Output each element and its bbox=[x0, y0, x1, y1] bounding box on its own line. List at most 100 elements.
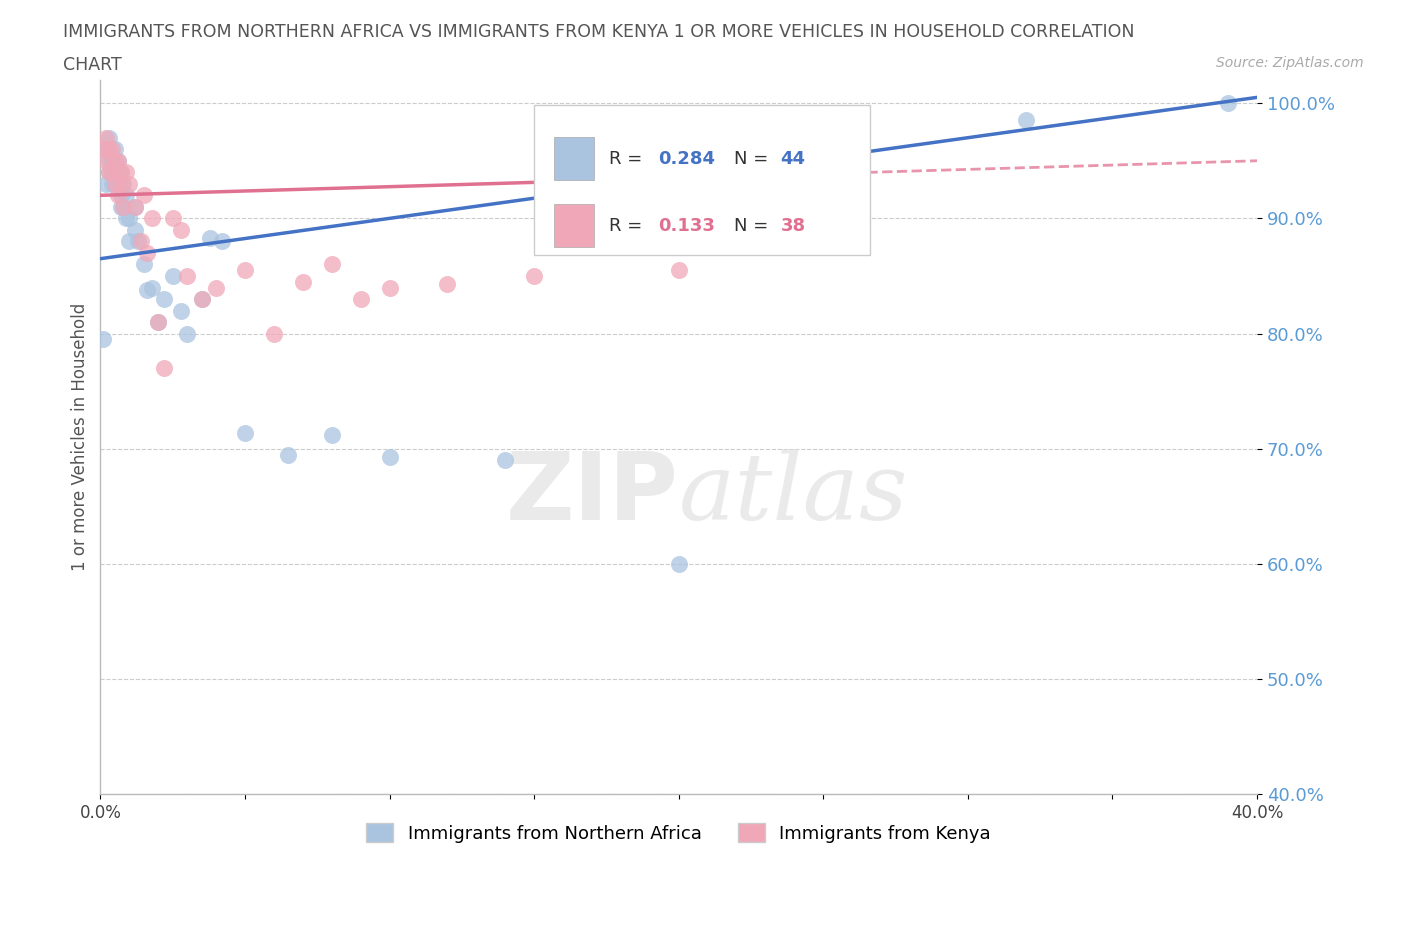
Point bbox=[148, 314, 170, 329]
Point bbox=[112, 199, 135, 214]
Point bbox=[107, 188, 129, 203]
Point bbox=[378, 449, 401, 464]
Point bbox=[115, 188, 138, 203]
Point bbox=[98, 165, 121, 179]
Point bbox=[107, 165, 129, 179]
Point bbox=[291, 274, 314, 289]
Text: R =: R = bbox=[609, 150, 648, 167]
Text: N =: N = bbox=[734, 150, 775, 167]
Point bbox=[263, 326, 285, 341]
Text: 0.133: 0.133 bbox=[658, 217, 714, 235]
Point bbox=[101, 153, 124, 168]
Point bbox=[94, 153, 117, 168]
Point bbox=[162, 269, 184, 284]
Y-axis label: 1 or more Vehicles in Household: 1 or more Vehicles in Household bbox=[72, 303, 89, 571]
Point bbox=[124, 199, 146, 214]
Point bbox=[112, 199, 135, 214]
Text: atlas: atlas bbox=[679, 449, 908, 539]
Point bbox=[1015, 113, 1038, 127]
Point bbox=[98, 165, 121, 179]
Point bbox=[118, 234, 141, 249]
Point bbox=[107, 153, 129, 168]
Point bbox=[233, 425, 256, 440]
Point bbox=[110, 165, 132, 179]
Text: IMMIGRANTS FROM NORTHERN AFRICA VS IMMIGRANTS FROM KENYA 1 OR MORE VEHICLES IN H: IMMIGRANTS FROM NORTHERN AFRICA VS IMMIG… bbox=[63, 23, 1135, 41]
Text: ZIP: ZIP bbox=[506, 448, 679, 540]
Text: 0.284: 0.284 bbox=[658, 150, 714, 167]
Point bbox=[98, 130, 121, 145]
Point bbox=[98, 153, 121, 168]
Point bbox=[200, 231, 222, 246]
Point bbox=[110, 165, 132, 179]
Point bbox=[135, 283, 157, 298]
Point bbox=[104, 141, 127, 156]
Point bbox=[153, 292, 176, 307]
Point bbox=[436, 276, 458, 291]
Point bbox=[153, 361, 176, 376]
Point bbox=[321, 428, 343, 443]
Point bbox=[91, 141, 114, 156]
Point bbox=[112, 177, 135, 192]
Text: 38: 38 bbox=[780, 217, 806, 235]
Point bbox=[104, 165, 127, 179]
Point bbox=[94, 177, 117, 192]
Text: 44: 44 bbox=[780, 150, 806, 167]
Point bbox=[129, 234, 152, 249]
Point bbox=[115, 165, 138, 179]
Point bbox=[124, 199, 146, 214]
Point bbox=[124, 222, 146, 237]
Point bbox=[127, 234, 149, 249]
Text: Source: ZipAtlas.com: Source: ZipAtlas.com bbox=[1216, 56, 1364, 70]
Point bbox=[170, 303, 193, 318]
FancyBboxPatch shape bbox=[554, 205, 595, 247]
Point bbox=[668, 556, 690, 571]
Point bbox=[132, 257, 155, 272]
Point bbox=[321, 257, 343, 272]
Point bbox=[104, 177, 127, 192]
Point bbox=[98, 141, 121, 156]
Point bbox=[91, 332, 114, 347]
Point bbox=[101, 165, 124, 179]
Point bbox=[148, 314, 170, 329]
Point bbox=[176, 269, 198, 284]
Point bbox=[170, 222, 193, 237]
Point bbox=[277, 447, 299, 462]
Text: N =: N = bbox=[734, 217, 775, 235]
Point bbox=[110, 199, 132, 214]
Point bbox=[104, 153, 127, 168]
Point bbox=[233, 263, 256, 278]
Text: CHART: CHART bbox=[63, 56, 122, 73]
Point bbox=[115, 211, 138, 226]
FancyBboxPatch shape bbox=[534, 105, 869, 255]
Point bbox=[135, 246, 157, 260]
Point bbox=[118, 177, 141, 192]
Point bbox=[813, 177, 835, 192]
Point bbox=[378, 280, 401, 295]
Point bbox=[107, 153, 129, 168]
Point bbox=[523, 269, 546, 284]
Point bbox=[1216, 96, 1239, 111]
Point bbox=[494, 453, 516, 468]
Point bbox=[94, 141, 117, 156]
Point bbox=[162, 211, 184, 226]
Point bbox=[101, 177, 124, 192]
Point bbox=[190, 292, 212, 307]
Point bbox=[118, 211, 141, 226]
Point bbox=[176, 326, 198, 341]
Legend: Immigrants from Northern Africa, Immigrants from Kenya: Immigrants from Northern Africa, Immigra… bbox=[359, 816, 998, 850]
Point bbox=[211, 234, 233, 249]
Point bbox=[190, 292, 212, 307]
Point bbox=[141, 211, 163, 226]
Point bbox=[349, 292, 371, 307]
Text: R =: R = bbox=[609, 217, 648, 235]
Point bbox=[141, 280, 163, 295]
Point bbox=[110, 177, 132, 192]
Point bbox=[101, 141, 124, 156]
Point bbox=[110, 188, 132, 203]
Point bbox=[104, 177, 127, 192]
Point bbox=[94, 130, 117, 145]
Point bbox=[668, 263, 690, 278]
FancyBboxPatch shape bbox=[554, 138, 595, 180]
Point bbox=[205, 280, 228, 295]
Point bbox=[132, 188, 155, 203]
